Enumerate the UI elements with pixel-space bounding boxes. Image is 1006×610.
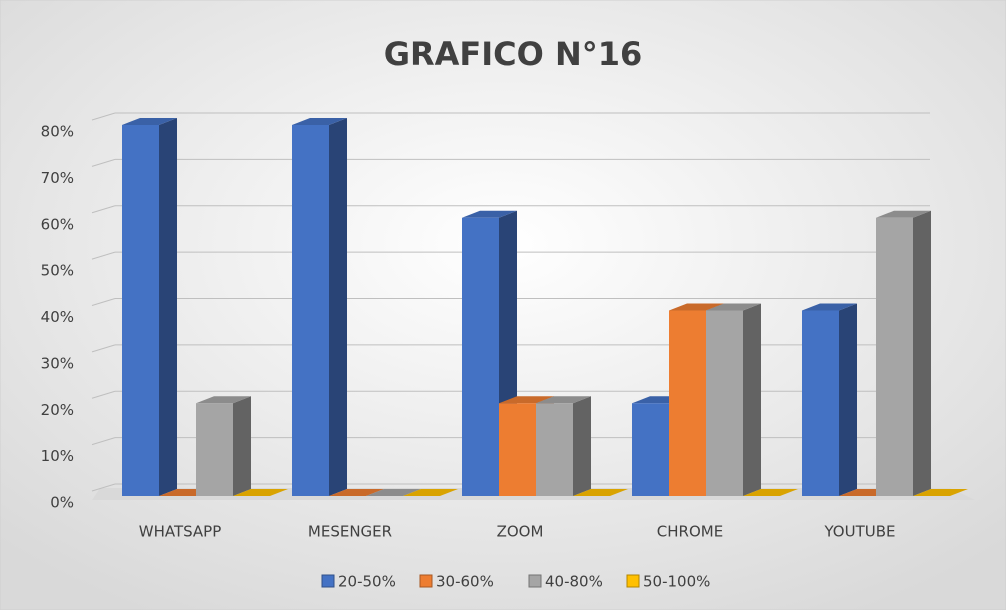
legend-swatch: [528, 574, 542, 588]
bar-side: [233, 396, 251, 496]
bar-top: [743, 489, 798, 496]
bar: [233, 489, 288, 496]
bar-side: [839, 303, 857, 496]
bar: [536, 396, 591, 496]
bar-top: [573, 489, 628, 496]
legend-swatch: [626, 574, 640, 588]
grid-line: [91, 251, 116, 260]
bar: [913, 489, 968, 496]
bar-front: [669, 310, 706, 496]
bar-front: [706, 310, 743, 496]
bar-top: [292, 118, 347, 125]
y-tick-label: 30%: [41, 354, 74, 372]
bar-front: [802, 310, 839, 496]
y-tick-label: 10%: [41, 447, 74, 465]
bar-top: [499, 396, 554, 404]
bar-front: [499, 403, 536, 496]
legend-label: 20-50%: [338, 573, 396, 591]
x-tick-label: CHROME: [657, 523, 723, 541]
bar-side: [159, 118, 177, 496]
bar: [573, 489, 628, 496]
bar-front: [122, 125, 159, 496]
grid-line: [91, 158, 116, 167]
x-tick-label: MESENGER: [308, 523, 392, 541]
bar-top: [536, 396, 591, 404]
grid-line: [91, 205, 116, 214]
bar-front: [292, 125, 329, 496]
y-tick-label: 80%: [41, 123, 74, 141]
legend-swatch: [419, 574, 433, 588]
bar-front: [632, 403, 669, 496]
legend-label: 30-60%: [436, 573, 494, 591]
bar: [196, 396, 251, 496]
x-tick-label: YOUTUBE: [823, 523, 895, 541]
y-tick-label: 20%: [41, 401, 74, 419]
legend-label: 40-80%: [545, 573, 603, 591]
bar-top: [196, 396, 251, 404]
chart-title: GRAFICO N°16: [384, 35, 643, 73]
bar: [876, 210, 931, 496]
bar-side: [913, 210, 931, 496]
bar-front: [196, 403, 233, 496]
bar: [403, 489, 458, 496]
y-tick-label: 50%: [41, 262, 74, 280]
bar: [292, 118, 347, 496]
grid-line: [91, 390, 116, 399]
bar-side: [573, 396, 591, 496]
y-tick-label: 0%: [50, 494, 74, 512]
grid-line: [91, 437, 116, 446]
bar-front: [536, 403, 573, 496]
bar-top: [706, 303, 761, 311]
y-tick-label: 60%: [41, 215, 74, 233]
grid-line: [91, 112, 116, 121]
bar-top: [233, 489, 288, 496]
bar-top: [329, 489, 384, 496]
bar-top: [913, 489, 968, 496]
grid-line: [91, 483, 116, 492]
legend-label: 50-100%: [643, 573, 710, 591]
x-tick-label: WHATSAPP: [139, 523, 222, 541]
bar-top: [802, 303, 857, 311]
bar: [329, 489, 384, 496]
x-tick-label: ZOOM: [497, 523, 544, 541]
bar-top: [876, 210, 931, 218]
bar: [122, 118, 177, 496]
bar-front: [462, 217, 499, 496]
bar: [706, 303, 761, 496]
bar-side: [329, 118, 347, 496]
bar-side: [743, 303, 761, 496]
bar-top: [122, 118, 177, 125]
y-tick-label: 40%: [41, 308, 74, 326]
bar-top: [462, 210, 517, 218]
bar-front: [876, 217, 913, 496]
bar-top: [366, 489, 421, 496]
bar: [802, 303, 857, 496]
grid-line: [91, 298, 116, 306]
bar-top: [403, 489, 458, 496]
grid-line: [91, 344, 116, 353]
bar: [743, 489, 798, 496]
legend-swatch: [321, 574, 335, 588]
y-tick-label: 70%: [41, 169, 74, 187]
bar-top: [669, 303, 724, 311]
bar: [366, 489, 421, 496]
